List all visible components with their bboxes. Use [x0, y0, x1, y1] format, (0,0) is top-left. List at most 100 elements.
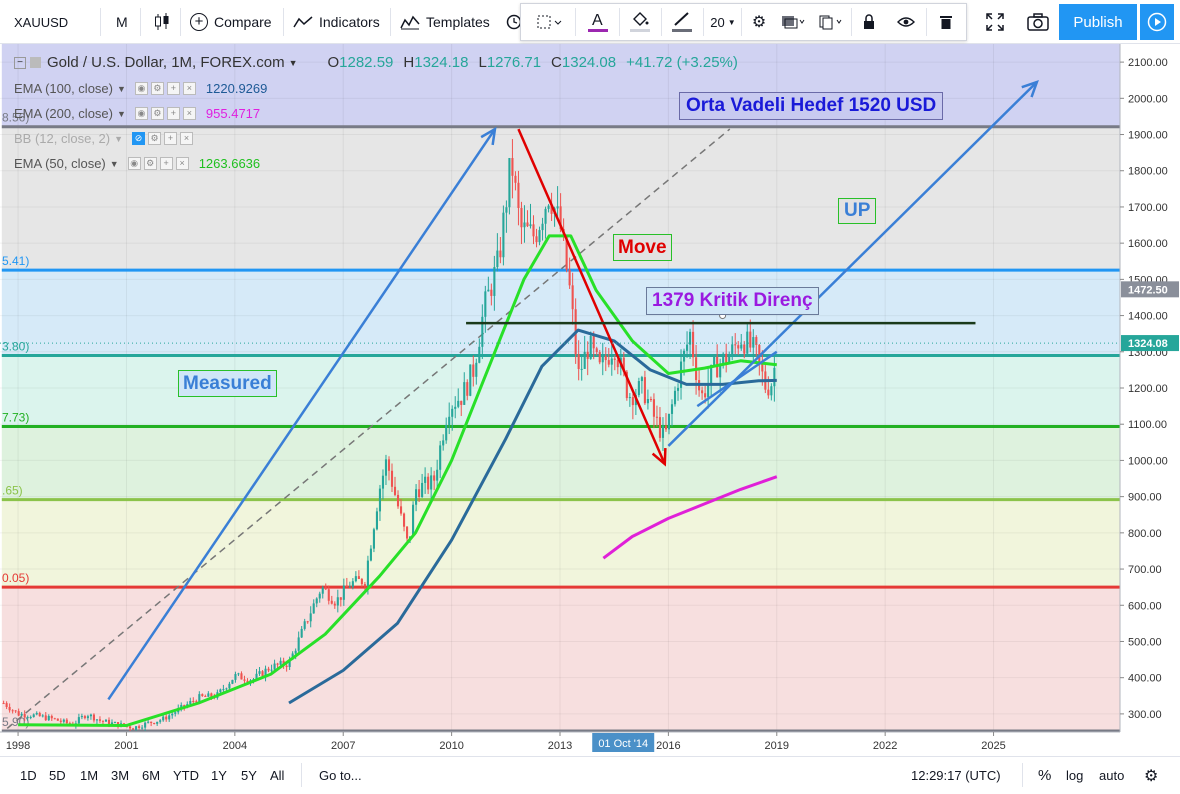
fib-price-tag: 1472.50: [1128, 284, 1168, 296]
target-annotation[interactable]: Orta Vadeli Hedef 1520 USD: [679, 92, 944, 120]
play-icon[interactable]: [1140, 4, 1174, 40]
candle-body-201: [607, 360, 610, 365]
visual-order-icon[interactable]: [775, 4, 811, 40]
percent-button[interactable]: %: [1038, 767, 1052, 784]
hidden-eye-icon[interactable]: ⊘: [132, 132, 146, 145]
candle-body-18: [56, 718, 59, 721]
collapse-icon[interactable]: −: [14, 56, 26, 69]
fullscreen-icon[interactable]: [986, 0, 1004, 44]
range-1y-button[interactable]: 1Y: [211, 768, 227, 783]
measured-arrow-head: [480, 126, 497, 146]
candle-body-95: [288, 659, 291, 668]
candle-body-217: [655, 416, 658, 418]
indicators-icon: [293, 16, 313, 28]
candle-body-77: [234, 674, 237, 680]
candle-body-21: [65, 719, 68, 724]
plus-icon[interactable]: +: [159, 157, 173, 170]
gear-icon[interactable]: ⚙: [148, 132, 162, 145]
close-icon[interactable]: ×: [182, 82, 196, 95]
range-1d-button[interactable]: 1D: [20, 768, 37, 783]
close-icon[interactable]: ×: [180, 132, 194, 145]
up-annotation[interactable]: UP: [838, 198, 877, 224]
close-icon[interactable]: ×: [175, 157, 189, 170]
font-size-select[interactable]: 20 ▼: [707, 4, 739, 40]
candle-body-113: [342, 585, 345, 600]
candle-body-11: [35, 712, 38, 715]
candle-body-175: [529, 224, 532, 227]
candle-body-100: [303, 621, 306, 629]
range-5y-button[interactable]: 5Y: [241, 768, 257, 783]
chart-area[interactable]: 8.56) 5.41) 3.80) 7.73) .65) 0.05) 5.90) 300.0…: [0, 44, 1180, 756]
candle-body-226: [682, 350, 686, 362]
x-tick-label-8: 2022: [873, 740, 897, 752]
gear-icon[interactable]: ⚙: [150, 107, 164, 120]
ema-50-line: [18, 234, 777, 727]
x-tick-label-1: 2001: [114, 740, 138, 752]
publish-button[interactable]: Publish: [1059, 4, 1137, 40]
gear-icon[interactable]: ⚙: [150, 82, 164, 95]
text-color-icon[interactable]: A: [581, 4, 615, 40]
plus-icon[interactable]: +: [164, 132, 178, 145]
candle-body-86: [261, 671, 264, 677]
candle-body-182: [550, 205, 553, 214]
low-value: 1276.71: [486, 54, 542, 71]
close-icon[interactable]: ×: [182, 107, 196, 120]
log-button[interactable]: log: [1066, 768, 1084, 783]
templates-button[interactable]: Templates: [400, 0, 490, 44]
candle-body-160: [484, 291, 487, 317]
range-ytd-button[interactable]: YTD: [173, 768, 199, 783]
candle-body-130: [393, 486, 397, 495]
clock-display[interactable]: 12:29:17 (UTC): [911, 768, 1001, 783]
gear-icon[interactable]: ⚙: [143, 157, 157, 170]
candle-body-36: [110, 722, 114, 725]
trash-icon[interactable]: [931, 4, 961, 40]
candle-body-110: [333, 603, 336, 606]
range-5d-button[interactable]: 5D: [49, 768, 66, 783]
plus-icon[interactable]: +: [166, 82, 180, 95]
candles-icon[interactable]: [153, 0, 171, 44]
compare-button[interactable]: + Compare: [190, 0, 272, 44]
lock-icon[interactable]: [854, 4, 884, 40]
gear-icon[interactable]: ⚙: [751, 14, 767, 31]
camera-icon[interactable]: [1027, 0, 1049, 44]
plus-icon[interactable]: +: [166, 107, 180, 120]
candle-body-32: [98, 719, 102, 721]
candle-body-111: [336, 597, 339, 606]
eye-icon[interactable]: ◉: [134, 82, 148, 95]
fill-color-icon[interactable]: [623, 4, 657, 40]
candle-body-106: [321, 587, 324, 594]
ema-200-legend[interactable]: EMA (200, close) ▼ ◉ ⚙ + × 955.4717: [14, 106, 260, 121]
move-arrow-head: [651, 448, 667, 467]
candle-body-114: [345, 585, 348, 588]
eye-icon[interactable]: [891, 4, 921, 40]
ema-200-value: 955.4717: [205, 106, 261, 121]
resistance-annotation[interactable]: 1379 Kritik Direnç: [646, 287, 819, 315]
measured-annotation[interactable]: Measured: [178, 370, 277, 397]
line-style-icon[interactable]: [529, 4, 569, 40]
candle-body-51: [156, 721, 159, 724]
range-3m-button[interactable]: 3M: [111, 768, 130, 783]
range-all-button[interactable]: All: [270, 768, 285, 783]
indicators-button[interactable]: Indicators: [293, 0, 380, 44]
goto-button[interactable]: Go to...: [319, 768, 362, 783]
range-1m-button[interactable]: 1M: [80, 768, 99, 783]
bb-legend[interactable]: BB (12, close, 2) ▼ ⊘ ⚙ + ×: [14, 131, 194, 146]
eye-icon[interactable]: ◉: [134, 107, 148, 120]
candle-body-59: [180, 704, 183, 709]
symbol-search[interactable]: XAUUSD: [14, 14, 69, 30]
line-color-icon[interactable]: [665, 4, 699, 40]
ema-50-legend[interactable]: EMA (50, close) ▼ ◉ ⚙ + × 1263.6636: [14, 156, 260, 171]
range-6m-button[interactable]: 6M: [142, 768, 161, 783]
price-chart[interactable]: 8.56)5.41)3.80)7.73).65)0.05)5.90) 300.0…: [0, 44, 1180, 756]
ema-100-legend[interactable]: EMA (100, close) ▼ ◉ ⚙ + × 1220.9269: [14, 81, 267, 96]
move-annotation[interactable]: Move: [613, 234, 672, 261]
candle-body-3: [11, 710, 14, 712]
eye-icon[interactable]: ◉: [127, 157, 141, 170]
clone-icon[interactable]: [813, 4, 849, 40]
gear-icon[interactable]: ⚙: [1144, 767, 1159, 785]
candle-body-203: [613, 358, 616, 360]
fib-label-4: .65): [2, 484, 23, 498]
caret-down-icon[interactable]: ▼: [288, 57, 298, 68]
auto-button[interactable]: auto: [1099, 768, 1125, 783]
interval-button[interactable]: M: [116, 14, 128, 30]
